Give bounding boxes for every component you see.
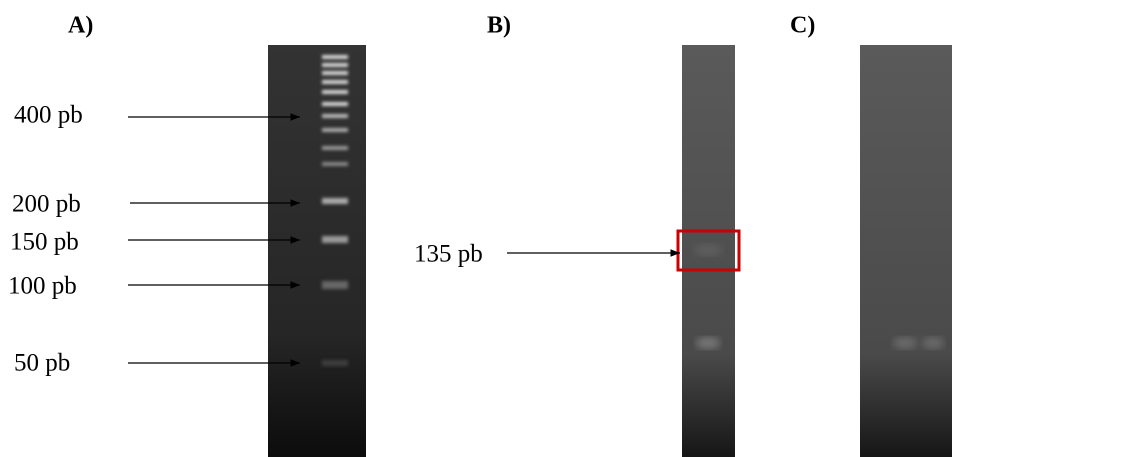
- gel-a: [268, 45, 366, 457]
- marker-label: 400 pb: [14, 102, 83, 129]
- marker-label: 100 pb: [8, 273, 77, 300]
- marker-label: 200 pb: [12, 191, 81, 218]
- marker-label: 135 pb: [414, 241, 483, 268]
- marker-label: 50 pb: [14, 350, 70, 377]
- gel-b: [678, 45, 739, 457]
- panel-label: A): [68, 13, 93, 39]
- gel-c: [860, 45, 952, 457]
- marker-label: 150 pb: [10, 229, 79, 256]
- figure: A) B) C) 400 pb 200 pb 150 pb 100 pb 50 …: [0, 0, 1137, 457]
- panel-label: C): [790, 13, 815, 39]
- panel-label: B): [487, 13, 511, 39]
